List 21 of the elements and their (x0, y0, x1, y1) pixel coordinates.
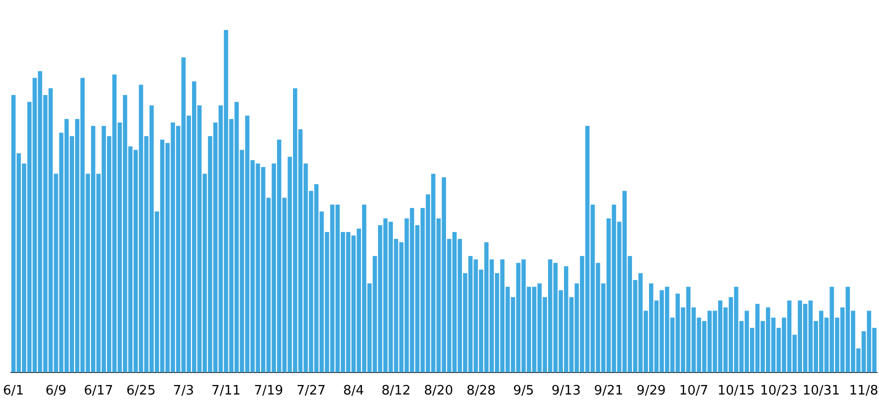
x-tick-label: 10/23 (760, 384, 798, 399)
x-tick-label: 8/28 (466, 384, 496, 399)
x-tick-label: 7/19 (254, 384, 284, 399)
x-tick-label: 9/29 (636, 384, 666, 399)
x-tick-label: 10/15 (717, 384, 755, 399)
x-tick-label: 6/1 (3, 384, 24, 399)
x-tick-label: 9/21 (594, 384, 624, 399)
x-tick-label: 11/8 (849, 384, 878, 399)
x-tick-label: 6/25 (126, 384, 156, 399)
x-tick-label: 7/11 (211, 384, 241, 399)
x-tick-label: 10/7 (679, 384, 708, 399)
x-tick-label: 8/4 (343, 384, 364, 399)
x-tick-label: 9/5 (513, 384, 534, 399)
x-tick-label: 8/12 (381, 384, 411, 399)
x-tick-label: 10/31 (802, 384, 840, 399)
x-tick-label: 8/20 (424, 384, 454, 399)
x-tick-label: 6/9 (46, 384, 66, 399)
x-tick-label: 9/13 (552, 384, 581, 399)
x-tick-label: 6/17 (84, 384, 114, 399)
x-tick-label: 7/27 (296, 384, 326, 399)
x-tick-label: 7/3 (173, 384, 194, 399)
